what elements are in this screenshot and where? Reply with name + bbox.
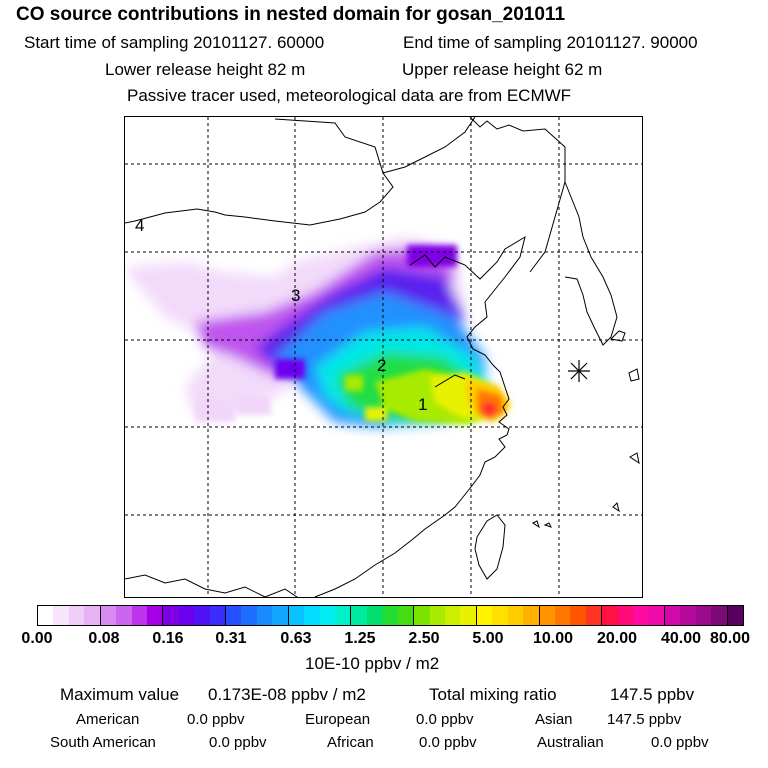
colorbar-segment	[178, 606, 195, 625]
colorbar-segment	[288, 606, 305, 625]
region-label-1: 1	[418, 395, 427, 414]
colorbar-segment	[272, 606, 289, 625]
colorbar-segment	[539, 606, 555, 625]
colorbar-segment	[382, 606, 398, 625]
colorbar-segment	[492, 606, 508, 625]
colorbar-segment	[727, 606, 743, 625]
colorbar-segment	[523, 606, 540, 625]
concentration-field	[125, 237, 511, 427]
colorbar-segment	[648, 606, 665, 625]
tracer-info-label: Passive tracer used, meteorological data…	[127, 86, 572, 105]
total-mixing-ratio-value: 147.5 ppbv	[610, 685, 695, 704]
colorbar-tick: 5.00	[472, 630, 504, 647]
colorbar-segment	[116, 606, 132, 625]
colorbar-segment	[131, 606, 147, 625]
colorbar-tick: 0.00	[21, 630, 53, 647]
region-name: American	[76, 711, 140, 728]
region-label-2: 2	[377, 356, 386, 375]
colorbar-tick: 1.25	[344, 630, 376, 647]
colorbar-segment	[226, 606, 242, 625]
source-contribution-map: 1 2 3 4	[124, 116, 643, 598]
region-name: African	[327, 734, 374, 751]
colorbar-segment	[711, 606, 728, 625]
colorbar-segment	[554, 606, 571, 625]
colorbar-segment	[68, 606, 85, 625]
colorbar-segment	[602, 606, 618, 625]
colorbar-segment	[507, 606, 524, 625]
colorbar-segment	[585, 606, 603, 625]
total-mixing-ratio-label: Total mixing ratio	[429, 685, 557, 704]
region-label-4: 4	[135, 216, 144, 235]
colorbar-segment	[460, 606, 477, 625]
colorbar-tick: 0.16	[152, 630, 184, 647]
colorbar-tick: 20.00	[596, 630, 638, 647]
coastlines	[125, 117, 640, 597]
colorbar-segment	[163, 606, 179, 625]
colorbar-segment	[680, 606, 696, 625]
colorbar-tick: 0.31	[215, 630, 247, 647]
region-value: 0.0 ppbv	[416, 711, 474, 728]
max-value-label: Maximum value	[60, 685, 180, 704]
colorbar-segment	[194, 606, 210, 625]
colorbar-segment	[695, 606, 712, 625]
colorbar-segment	[146, 606, 164, 625]
colorbar-segment	[335, 606, 352, 625]
colorbar-segment	[476, 606, 493, 625]
region-name: Asian	[535, 711, 573, 728]
region-value: 0.0 ppbv	[209, 734, 267, 751]
start-time-label: Start time of sampling 20101127. 60000	[24, 33, 325, 52]
colorbar-tick: 80.00	[709, 630, 751, 647]
colorbar-segment	[209, 606, 227, 625]
colorbar-tick: 0.08	[88, 630, 120, 647]
colorbar-segment	[100, 606, 117, 625]
colorbar-segment	[617, 606, 634, 625]
colorbar-tick: 2.50	[408, 630, 440, 647]
colorbar-segment	[84, 606, 101, 625]
end-time-label: End time of sampling 20101127. 90000	[403, 33, 698, 52]
colorbar-segment	[319, 606, 336, 625]
colorbar-segment	[241, 606, 257, 625]
region-value: 147.5 ppbv	[607, 711, 682, 728]
colorbar-segment	[444, 606, 461, 625]
region-value: 0.0 ppbv	[187, 711, 245, 728]
colorbar-segment	[414, 606, 430, 625]
region-name: South American	[50, 734, 156, 751]
colorbar-tick: 10.00	[532, 630, 574, 647]
colorbar-segment	[256, 606, 273, 625]
colorbar-segment	[397, 606, 415, 625]
lower-release-height-label: Lower release height 82 m	[105, 60, 306, 79]
region-name: Australian	[537, 734, 604, 751]
asterisk-icon	[568, 360, 590, 382]
max-value: 0.173E-08 ppbv / m2	[208, 685, 366, 704]
colorbar-segment	[304, 606, 320, 625]
color-bar	[37, 605, 744, 626]
colorbar-units: 10E-10 ppbv / m2	[305, 654, 440, 673]
colorbar-segment	[351, 606, 367, 625]
region-name: European	[305, 711, 371, 728]
region-label-3: 3	[291, 286, 300, 305]
colorbar-segment	[366, 606, 383, 625]
colorbar-segment	[664, 606, 681, 625]
colorbar-segment	[38, 606, 54, 625]
colorbar-tick: 0.63	[280, 630, 312, 647]
colorbar-segment	[53, 606, 69, 625]
page-title: CO source contributions in nested domain…	[16, 4, 566, 25]
lat-lon-grid	[125, 117, 642, 597]
colorbar-segment	[633, 606, 649, 625]
region-value: 0.0 ppbv	[651, 734, 709, 751]
colorbar-segment	[570, 606, 586, 625]
map-canvas: 1 2 3 4	[125, 117, 642, 597]
region-value: 0.0 ppbv	[419, 734, 477, 751]
colorbar-tick: 40.00	[660, 630, 702, 647]
upper-release-height-label: Upper release height 62 m	[402, 60, 603, 79]
colorbar-segment	[429, 606, 445, 625]
